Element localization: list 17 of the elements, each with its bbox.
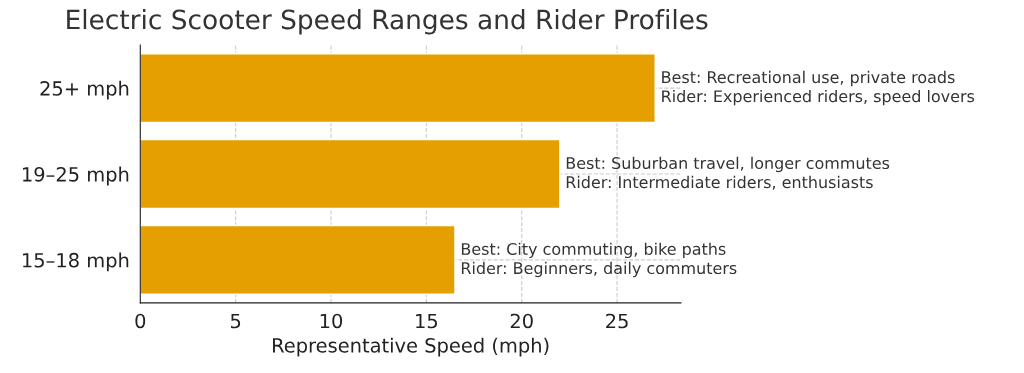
x-tick-label: 0 [135, 313, 146, 329]
x-tick-label: 10 [320, 313, 343, 329]
annotation: Best: Recreational use, private roads Rider: Experienced riders, speed lovers [662, 70, 975, 106]
x-tick-label: 5 [230, 313, 241, 329]
y-tick-label: 19–25 mph [23, 166, 129, 186]
x-axis-title: Representative Speed (mph) [273, 337, 549, 357]
x-tick-label: 25 [606, 313, 628, 329]
bar [140, 53, 656, 124]
x-tick-label: 20 [510, 313, 533, 329]
y-tick-label: 25+ mph [40, 80, 129, 100]
bar [140, 138, 561, 210]
y-tick-label: 15–18 mph [23, 252, 129, 272]
chart-title: Electric Scooter Speed Ranges and Rider Profiles [67, 9, 708, 35]
bar [140, 224, 456, 295]
annotation: Best: City commuting, bike paths Rider: Beginners, daily commuters [461, 242, 737, 278]
annotation: Best: Suburban travel, longer commutes Rider: Intermediate riders, enthusiasts [566, 156, 890, 190]
x-tick-label: 15 [416, 313, 438, 329]
